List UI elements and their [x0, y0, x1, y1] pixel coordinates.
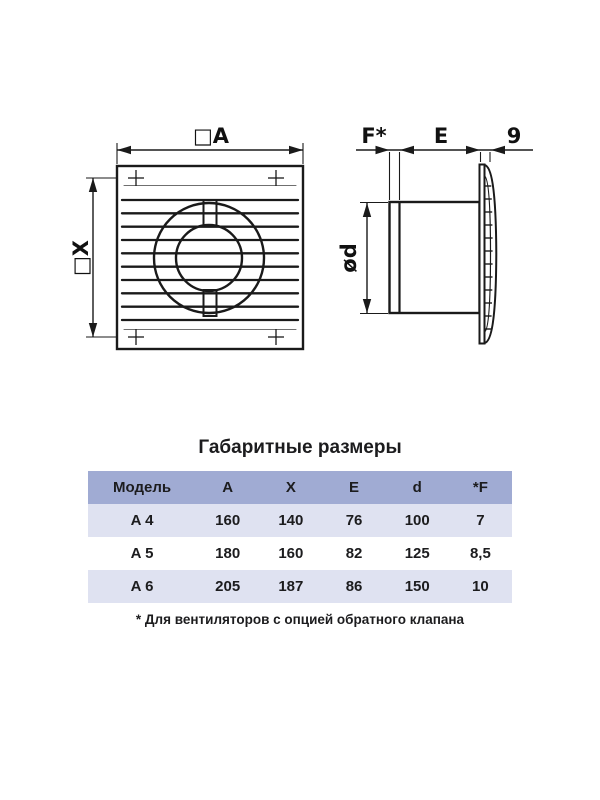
cell-e: 82: [322, 537, 386, 570]
outer-circle: [152, 201, 266, 315]
front-panel: [115, 164, 305, 351]
clip-bottom: [202, 289, 218, 317]
diameter-dim-label: ød: [337, 243, 361, 272]
cell-model: A 4: [88, 504, 197, 537]
faceplate-inner-curve: [484, 175, 492, 333]
cell-f: 10: [448, 570, 512, 603]
table-row: A 4 160 140 76 100 7: [88, 504, 512, 537]
dimension-drawing: □A □X: [69, 124, 533, 351]
grille-thickness-label: 9: [507, 124, 522, 148]
col-header-a: A: [196, 471, 260, 504]
depth-dim-label: E: [434, 124, 448, 148]
table-row: A 6 205 187 86 150 10: [88, 570, 512, 603]
col-header-model: Модель: [88, 471, 197, 504]
col-header-d: d: [385, 471, 449, 504]
cell-x: 160: [259, 537, 323, 570]
cell-d: 125: [385, 537, 449, 570]
dim-x: [86, 177, 142, 338]
table-row: A 5 180 160 82 125 8,5: [88, 537, 512, 570]
cell-model: A 6: [88, 570, 197, 603]
dimensions-table: Модель A X E d *F A 4 160 140 76 100 7 A…: [88, 471, 512, 603]
cell-x: 140: [259, 504, 323, 537]
cell-e: 76: [322, 504, 386, 537]
cell-model: A 5: [88, 537, 197, 570]
faceplate-slat-ticks: [484, 185, 493, 330]
dim-top: [356, 145, 533, 200]
dim-diameter: [360, 201, 388, 315]
front-view: [86, 143, 305, 351]
duct-body: [388, 200, 481, 315]
dim-a: [116, 143, 304, 164]
side-view: [356, 145, 533, 345]
footnote: * Для вентиляторов с опцией обратного кл…: [135, 612, 465, 627]
col-header-f: *F: [448, 471, 512, 504]
cell-a: 160: [196, 504, 260, 537]
cell-f: 7: [448, 504, 512, 537]
cell-d: 150: [385, 570, 449, 603]
flange-dim-label: F*: [361, 124, 386, 148]
col-header-e: E: [322, 471, 386, 504]
mounting-crosses: [128, 170, 284, 345]
cell-d: 100: [385, 504, 449, 537]
cell-e: 86: [322, 570, 386, 603]
front-height-label: □X: [69, 240, 93, 276]
cell-a: 180: [196, 537, 260, 570]
front-width-label: □A: [193, 124, 230, 148]
cell-f: 8,5: [448, 537, 512, 570]
cell-x: 187: [259, 570, 323, 603]
table-header-row: Модель A X E d *F: [88, 471, 512, 504]
col-header-x: X: [259, 471, 323, 504]
section-title: Габаритные размеры: [198, 437, 402, 458]
clip-top: [202, 199, 218, 227]
cell-a: 205: [196, 570, 260, 603]
